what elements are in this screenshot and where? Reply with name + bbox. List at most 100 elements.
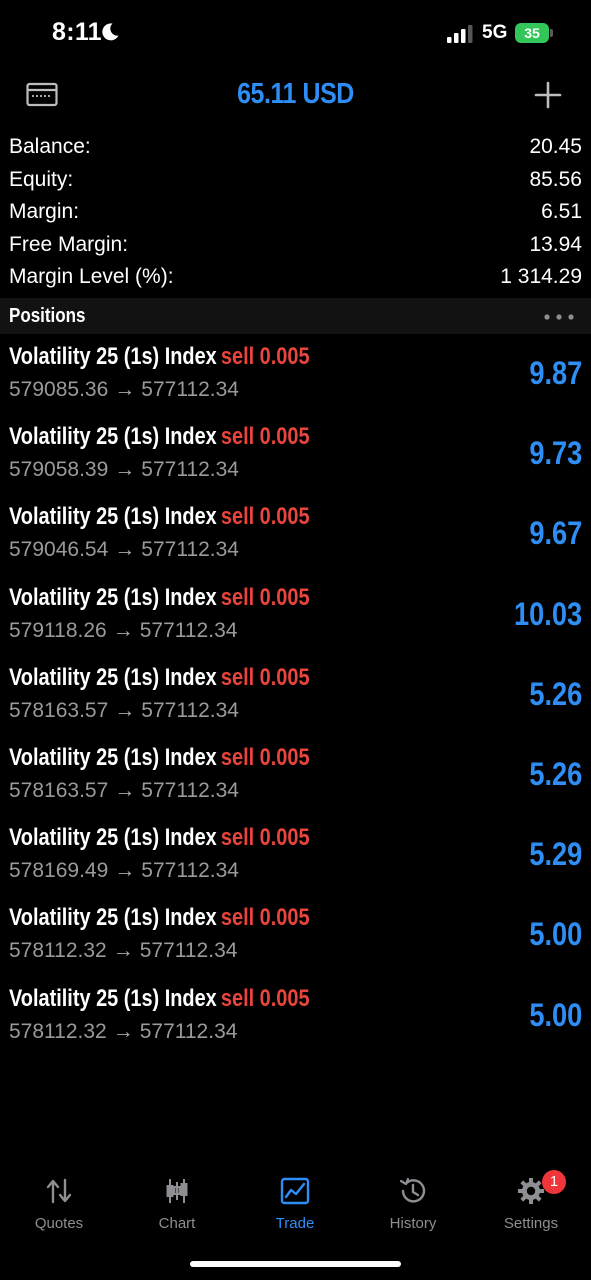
position-prices: 578163.57 → 577112.34 bbox=[9, 699, 239, 723]
position-title: Volatility 25 (1s) Index sell 0.005 bbox=[9, 985, 310, 1013]
position-profit: 5.00 bbox=[529, 996, 582, 1033]
position-symbol: Volatility 25 (1s) Index bbox=[9, 663, 217, 691]
position-side: sell 0.005 bbox=[220, 343, 310, 370]
position-title: Volatility 25 (1s) Index sell 0.005 bbox=[9, 343, 310, 371]
position-prices: 579046.54 → 577112.34 bbox=[9, 538, 239, 562]
history-clock-icon bbox=[399, 1177, 426, 1203]
open-price: 578163.57 bbox=[9, 698, 109, 722]
summary-label: Margin Level (%): bbox=[9, 265, 174, 288]
arrow-right-icon: → bbox=[114, 698, 136, 722]
position-profit: 9.87 bbox=[529, 355, 582, 391]
position-side: sell 0.005 bbox=[220, 503, 310, 531]
tab-chart[interactable]: Chart bbox=[118, 1160, 236, 1240]
position-prices: 578163.57 → 577112.34 bbox=[9, 779, 239, 803]
arrow-right-icon: → bbox=[114, 458, 136, 482]
summary-row-balance: Balance: 20.45 bbox=[0, 132, 591, 165]
position-symbol: Volatility 25 (1s) Index bbox=[9, 904, 217, 932]
position-prices: 579058.39 → 577112.34 bbox=[9, 458, 239, 482]
summary-value: 6.51 bbox=[541, 200, 582, 223]
plus-icon[interactable] bbox=[534, 81, 562, 109]
tab-label: Trade bbox=[275, 1215, 315, 1232]
candlestick-chart-icon bbox=[166, 1179, 188, 1203]
position-title: Volatility 25 (1s) Index sell 0.005 bbox=[9, 824, 310, 852]
tab-history[interactable]: History bbox=[354, 1160, 472, 1240]
position-row[interactable]: Volatility 25 (1s) Index sell 0.005 57816… bbox=[0, 739, 591, 819]
position-row[interactable]: Volatility 25 (1s) Index sell 0.005 57816… bbox=[0, 819, 591, 899]
open-price: 579058.39 bbox=[9, 458, 109, 482]
position-row[interactable]: Volatility 25 (1s) Index sell 0.005 57908… bbox=[0, 338, 591, 418]
arrow-right-icon: → bbox=[114, 538, 136, 562]
position-title: Volatility 25 (1s) Index sell 0.005 bbox=[9, 503, 310, 531]
tab-bar: Quotes Chart Trade bbox=[0, 1160, 591, 1240]
summary-value: 85.56 bbox=[529, 167, 582, 191]
account-total: 65.11 USD bbox=[237, 78, 354, 110]
current-price: 577112.34 bbox=[141, 378, 239, 401]
battery-level: 35 bbox=[524, 25, 540, 41]
summary-row-margin: Margin: 6.51 bbox=[0, 197, 591, 230]
position-prices: 578112.32 → 577112.34 bbox=[9, 939, 237, 963]
current-price: 577112.34 bbox=[141, 859, 239, 883]
open-price: 579118.26 bbox=[9, 618, 107, 642]
open-price: 579046.54 bbox=[9, 538, 109, 562]
open-price: 578163.57 bbox=[9, 778, 109, 802]
summary-row-free-margin: Free Margin: 13.94 bbox=[0, 230, 591, 263]
current-price: 577112.34 bbox=[141, 538, 239, 562]
position-side: sell 0.005 bbox=[220, 583, 310, 611]
arrow-right-icon: → bbox=[114, 378, 136, 401]
position-row[interactable]: Volatility 25 (1s) Index sell 0.005 57911… bbox=[0, 579, 591, 659]
position-symbol: Volatility 25 (1s) Index bbox=[9, 343, 217, 370]
positions-title: Positions bbox=[9, 305, 86, 327]
summary-value: 13.94 bbox=[529, 232, 582, 256]
tab-label: Quotes bbox=[34, 1215, 84, 1232]
tab-label: Chart bbox=[158, 1215, 196, 1232]
network-type: 5G bbox=[482, 22, 508, 43]
current-price: 577112.34 bbox=[141, 458, 239, 482]
summary-label: Equity: bbox=[9, 167, 74, 191]
position-side: sell 0.005 bbox=[220, 423, 310, 451]
summary-row-equity: Equity: 85.56 bbox=[0, 165, 591, 198]
position-row[interactable]: Volatility 25 (1s) Index sell 0.005 57811… bbox=[0, 980, 591, 1060]
current-price: 577112.34 bbox=[139, 618, 238, 642]
position-title: Volatility 25 (1s) Index sell 0.005 bbox=[9, 904, 310, 932]
position-prices: 579085.36 → 577112.34 bbox=[9, 378, 239, 402]
current-price: 577112.34 bbox=[141, 778, 239, 802]
arrow-right-icon: → bbox=[112, 618, 134, 642]
battery-tip bbox=[550, 29, 553, 37]
tab-quotes[interactable]: Quotes bbox=[0, 1160, 118, 1240]
position-profit: 9.73 bbox=[529, 435, 582, 472]
position-symbol: Volatility 25 (1s) Index bbox=[9, 583, 217, 611]
position-profit: 9.67 bbox=[529, 515, 582, 552]
credit-card-icon[interactable] bbox=[26, 82, 58, 108]
position-row[interactable]: Volatility 25 (1s) Index sell 0.005 57904… bbox=[0, 498, 591, 578]
position-title: Volatility 25 (1s) Index sell 0.005 bbox=[9, 744, 310, 772]
current-price: 577112.34 bbox=[141, 698, 239, 722]
home-indicator[interactable] bbox=[190, 1261, 401, 1267]
tab-settings[interactable]: 1 Settings bbox=[472, 1160, 590, 1240]
more-options-icon[interactable] bbox=[543, 313, 575, 321]
position-row[interactable]: Volatility 25 (1s) Index sell 0.005 57811… bbox=[0, 899, 591, 979]
position-profit: 5.26 bbox=[529, 675, 582, 712]
tab-trade[interactable]: Trade bbox=[236, 1160, 354, 1240]
position-profit: 5.00 bbox=[529, 916, 582, 953]
summary-label: Balance: bbox=[9, 135, 91, 158]
arrow-right-icon: → bbox=[114, 778, 136, 802]
positions-list: Volatility 25 (1s) Index sell 0.005 57908… bbox=[0, 338, 591, 1060]
position-side: sell 0.005 bbox=[220, 984, 310, 1012]
position-profit: 10.03 bbox=[513, 595, 582, 632]
arrow-right-icon: → bbox=[112, 1019, 134, 1043]
arrow-right-icon: → bbox=[114, 859, 136, 883]
position-side: sell 0.005 bbox=[220, 743, 310, 771]
status-time: 8:11 bbox=[52, 18, 102, 46]
position-row[interactable]: Volatility 25 (1s) Index sell 0.005 57816… bbox=[0, 659, 591, 739]
position-row[interactable]: Volatility 25 (1s) Index sell 0.005 57905… bbox=[0, 418, 591, 498]
account-summary: Balance: 20.45 Equity: 85.56 Margin: 6.5… bbox=[0, 132, 591, 295]
position-prices: 579118.26 → 577112.34 bbox=[9, 619, 237, 643]
notification-badge: 1 bbox=[542, 1170, 566, 1194]
position-symbol: Volatility 25 (1s) Index bbox=[9, 743, 217, 771]
status-bar: 8:11 5G 35 bbox=[0, 0, 591, 68]
open-price: 578112.32 bbox=[9, 939, 107, 963]
summary-row-margin-level: Margin Level (%): 1 314.29 bbox=[0, 262, 591, 295]
position-symbol: Volatility 25 (1s) Index bbox=[9, 824, 217, 852]
summary-label: Free Margin: bbox=[9, 232, 129, 256]
current-price: 577112.34 bbox=[139, 939, 238, 963]
